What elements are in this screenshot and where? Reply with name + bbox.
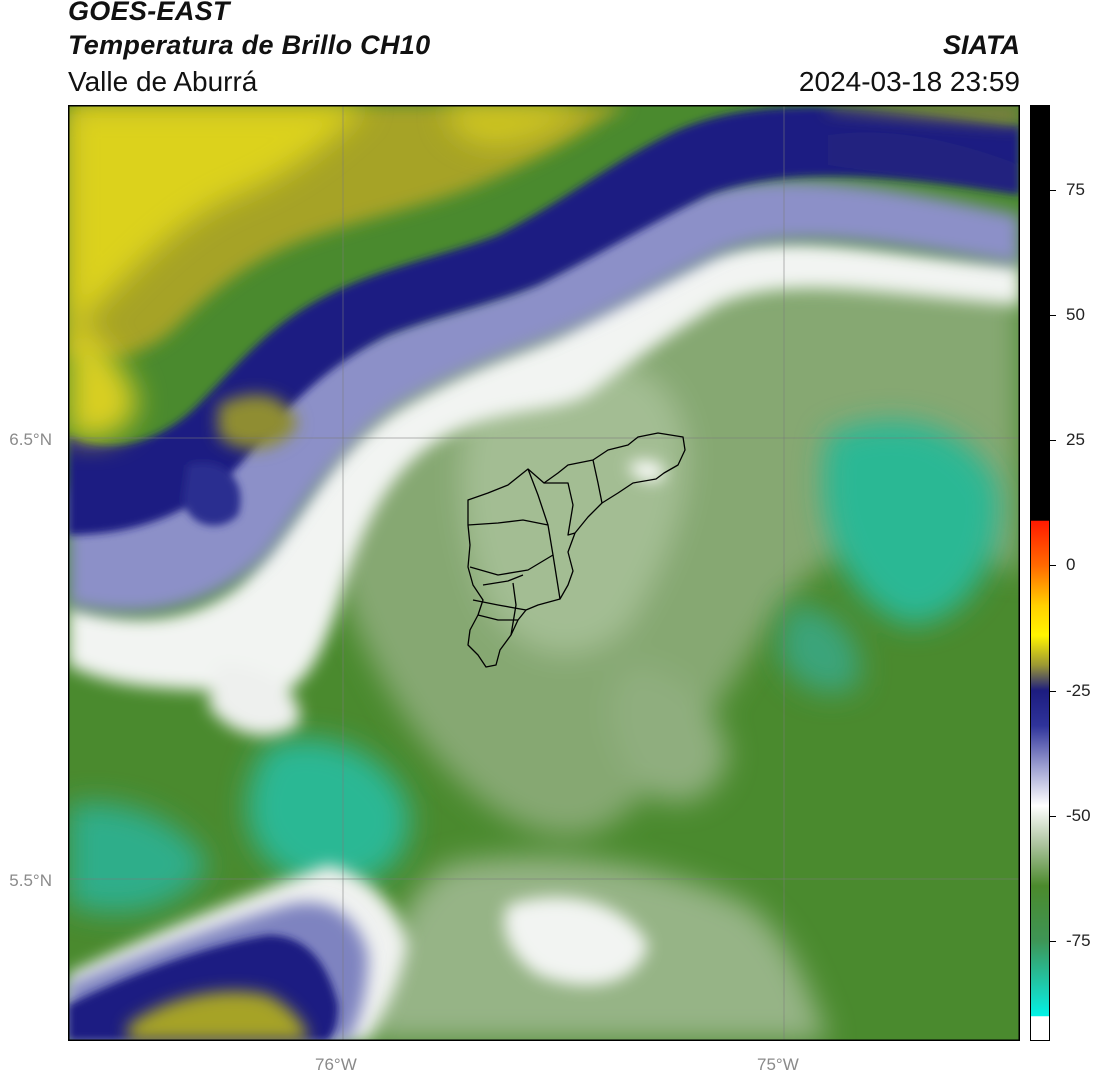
brightness-temperature-map[interactable] [68,105,1020,1041]
colorbar-tick-label: 50 [1066,305,1085,324]
cloud-field [68,105,1020,1041]
organization-label: SIATA [943,30,1020,60]
colorbar [1030,105,1050,1041]
lon-label-76: 76°W [315,1055,357,1074]
map-gridlines [68,105,1020,1041]
colorbar-tick-mark [1050,440,1056,441]
title-satellite: GOES-EAST [68,0,230,26]
lat-label-5-5: 5.5°N [9,871,52,890]
municipality-boundaries [467,432,686,668]
map-frame [68,105,1020,1041]
colorbar-tick-label: 25 [1066,430,1085,449]
colorbar-tick-mark [1050,315,1056,316]
colorbar-tick-mark [1050,190,1056,191]
colorbar-tick-label: -75 [1066,931,1091,950]
subtitle-region: Valle de Aburrá [68,66,258,97]
datetime-label: 2024-03-18 23:59 [798,66,1020,97]
colorbar-tick-label: 0 [1066,555,1076,574]
colorbar-tick-mark [1050,691,1056,692]
lon-label-75: 75°W [757,1055,799,1074]
colorbar-tick-label: 75 [1066,180,1085,199]
colorbar-tick-label: -50 [1066,806,1091,825]
colorbar-tick-mark [1050,816,1056,817]
title-product: Temperatura de Brillo CH10 [68,30,431,60]
colorbar-tick-mark [1050,941,1056,942]
colorbar-tick-label: -25 [1066,681,1091,700]
colorbar-tick-mark [1050,565,1056,566]
colorbar-frame [1030,105,1050,1041]
lat-label-6-5: 6.5°N [9,430,52,449]
